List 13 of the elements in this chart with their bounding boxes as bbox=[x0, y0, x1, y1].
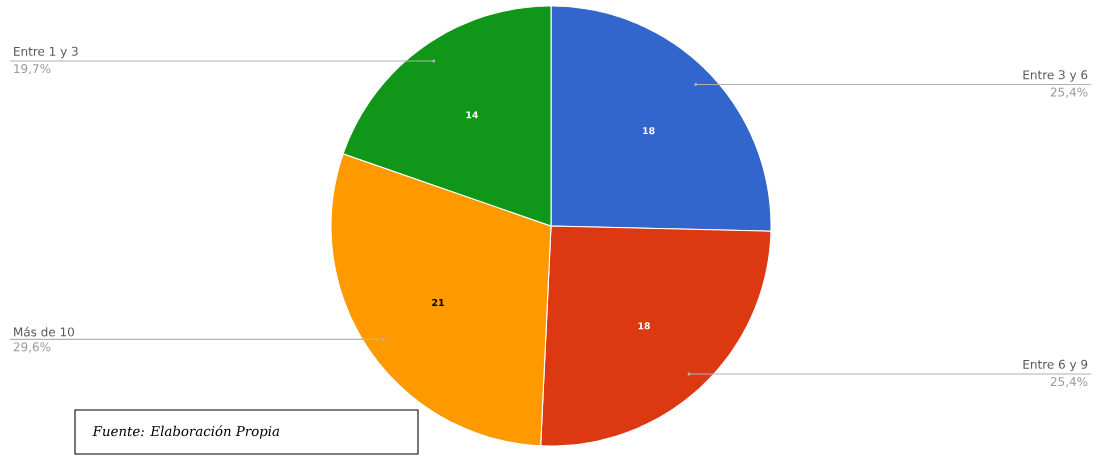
text: 18 bbox=[638, 322, 650, 330]
slice-label: Entre 3 y 6 bbox=[1023, 70, 1088, 82]
slice-label: Más de 10 bbox=[14, 326, 74, 337]
text: 18 bbox=[643, 127, 655, 135]
text: 14 bbox=[466, 111, 479, 119]
slice-label: Entre 1 y 3 bbox=[14, 46, 78, 59]
source-note: Fuente: Elaboración Propia bbox=[92, 425, 280, 439]
text: 21 bbox=[432, 298, 444, 306]
data-label: 19,7% bbox=[14, 64, 51, 75]
data-label: 25,4% bbox=[1050, 377, 1088, 388]
data-label: 29,6% bbox=[13, 342, 51, 353]
slice-label: Entre 6 y 9 bbox=[1023, 359, 1088, 372]
data-label: 25,4% bbox=[1050, 87, 1088, 98]
